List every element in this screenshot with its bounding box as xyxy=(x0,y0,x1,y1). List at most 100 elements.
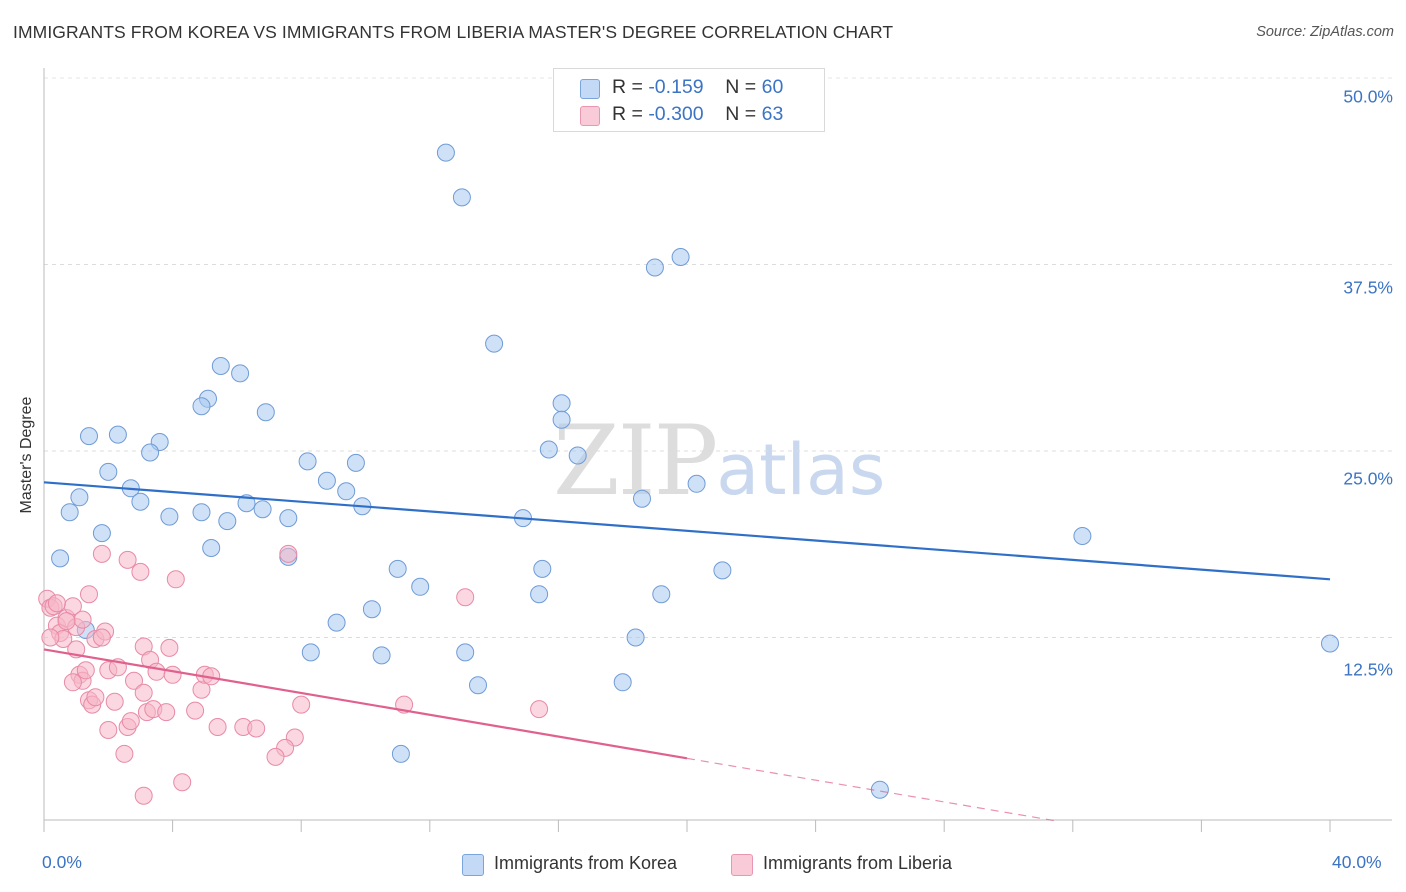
korea-point xyxy=(202,539,221,557)
korea-point xyxy=(337,482,356,501)
korea-point xyxy=(436,143,455,162)
liberia-point xyxy=(92,544,111,563)
liberia-point xyxy=(63,673,82,692)
r-value-korea: -0.159 xyxy=(648,76,704,98)
korea-point xyxy=(253,500,272,519)
korea-point xyxy=(687,474,706,493)
liberia-point xyxy=(80,585,98,604)
n-value-korea: 60 xyxy=(761,76,784,98)
korea-point xyxy=(539,440,558,459)
korea-point xyxy=(108,425,127,444)
liberia-point xyxy=(292,695,311,714)
liberia-point xyxy=(173,773,192,792)
n-label: N = xyxy=(725,103,762,125)
korea-point xyxy=(362,600,381,619)
korea-point xyxy=(530,585,549,604)
liberia-point xyxy=(147,662,166,681)
korea-point xyxy=(533,559,552,578)
korea-point xyxy=(301,643,320,662)
korea-trend-line xyxy=(43,481,1331,581)
n-label: N = xyxy=(725,76,762,98)
korea-point xyxy=(1321,634,1339,653)
liberia-point xyxy=(118,550,137,569)
korea-point xyxy=(469,676,487,695)
korea-point xyxy=(626,628,645,647)
bottom-legend-label-liberia: Immigrants from Liberia xyxy=(763,853,953,873)
liberia-point xyxy=(134,683,153,702)
r-value-liberia: -0.300 xyxy=(648,103,704,125)
korea-point xyxy=(372,646,391,665)
liberia-point xyxy=(92,628,111,647)
korea-point xyxy=(568,446,587,465)
liberia-point xyxy=(157,703,176,722)
korea-point xyxy=(1073,527,1092,545)
liberia-point xyxy=(125,671,143,690)
korea-point xyxy=(652,585,671,604)
r-label: R = xyxy=(612,76,649,98)
korea-point xyxy=(92,524,111,543)
korea-point xyxy=(327,613,346,632)
korea-point xyxy=(192,397,211,416)
korea-point xyxy=(713,561,732,580)
liberia-point xyxy=(186,701,205,720)
korea-point xyxy=(80,427,98,446)
liberia-point xyxy=(247,719,266,738)
liberia-point xyxy=(105,692,124,711)
legend-swatch-korea xyxy=(580,79,600,99)
korea-point xyxy=(411,577,430,596)
korea-point xyxy=(279,509,298,528)
n-value-liberia: 63 xyxy=(761,103,784,125)
korea-point xyxy=(60,503,79,522)
liberia-point xyxy=(279,544,298,563)
y-tick-label: 12.5% xyxy=(1343,659,1393,680)
y-tick-label: 25.0% xyxy=(1343,468,1393,489)
liberia-point xyxy=(76,661,95,680)
korea-point xyxy=(99,462,118,481)
bottom-legend-swatch-liberia xyxy=(731,854,753,876)
korea-point xyxy=(456,643,475,662)
legend-swatch-liberia xyxy=(580,106,600,126)
korea-point xyxy=(192,503,211,522)
liberia-point xyxy=(163,665,182,684)
x-tick-label-max: 40.0% xyxy=(1332,852,1382,872)
liberia-point xyxy=(115,744,134,763)
korea-point xyxy=(211,357,230,375)
korea-point xyxy=(131,492,150,511)
korea-point xyxy=(633,489,651,508)
liberia-point xyxy=(57,612,76,631)
korea-point xyxy=(51,549,70,568)
liberia-trend-line xyxy=(43,648,688,760)
korea-point xyxy=(317,471,336,490)
liberia-point xyxy=(456,588,475,607)
chart-title: IMMIGRANTS FROM KOREA VS IMMIGRANTS FROM… xyxy=(13,22,894,42)
korea-point xyxy=(298,452,317,471)
korea-point xyxy=(485,334,504,353)
korea-point xyxy=(552,394,571,413)
liberia-point xyxy=(73,610,92,629)
liberia-point xyxy=(266,747,285,766)
liberia-point xyxy=(160,638,179,657)
korea-point xyxy=(391,744,410,763)
watermark-atlas: atlas xyxy=(716,429,886,511)
liberia-point xyxy=(86,688,105,707)
r-label: R = xyxy=(612,103,649,125)
korea-point xyxy=(346,453,365,472)
korea-point xyxy=(388,559,407,578)
y-tick-label: 50.0% xyxy=(1343,86,1393,107)
x-tick-label-min: 0.0% xyxy=(42,852,82,872)
y-axis-label: Master's Degree xyxy=(18,396,35,514)
korea-point xyxy=(613,673,632,692)
liberia-point xyxy=(208,718,227,736)
korea-point xyxy=(645,258,664,277)
liberia-point xyxy=(41,628,60,647)
korea-point xyxy=(160,507,179,526)
korea-point xyxy=(452,188,471,207)
liberia-point xyxy=(166,570,185,589)
korea-point xyxy=(671,248,690,266)
liberia-point xyxy=(121,712,140,731)
liberia-point xyxy=(47,594,66,613)
korea-point xyxy=(141,443,160,462)
korea-point xyxy=(70,488,89,507)
korea-point xyxy=(218,512,237,531)
